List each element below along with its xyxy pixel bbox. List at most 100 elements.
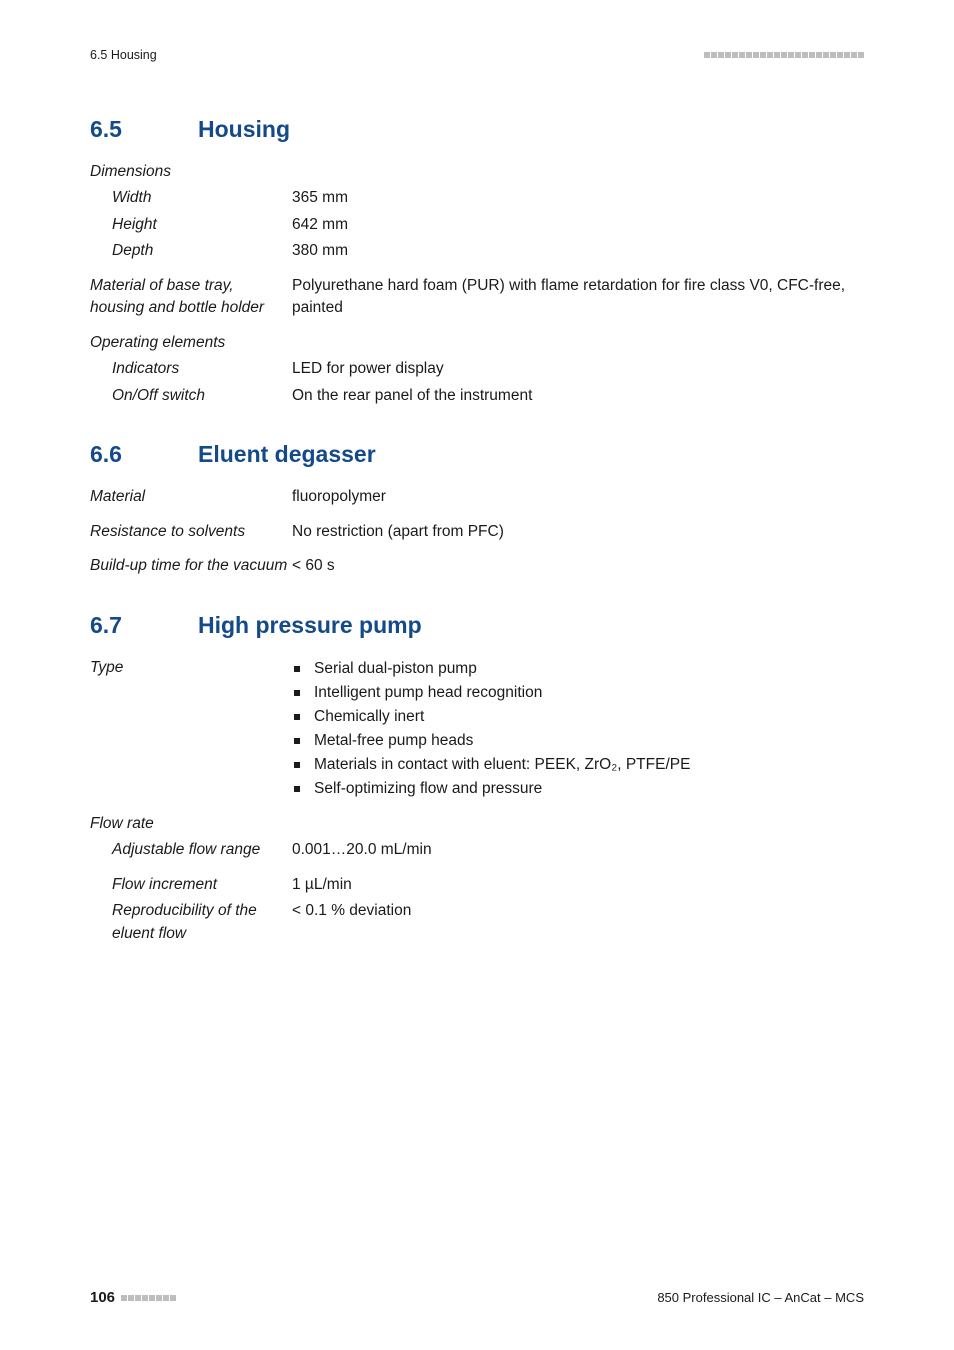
spec-row: Dimensions	[90, 161, 864, 183]
bullet-item: Intelligent pump head recognition	[292, 681, 864, 705]
decor-square	[718, 52, 724, 58]
footer-doc-title: 850 Professional IC – AnCat – MCS	[657, 1290, 864, 1305]
spec-value: fluoropolymer	[292, 486, 864, 508]
header-decor-squares	[704, 52, 864, 58]
spec-row: TypeSerial dual-piston pumpIntelligent p…	[90, 657, 864, 801]
spec-value: 0.001…20.0 mL/min	[292, 839, 864, 861]
spec-value: < 0.1 % deviation	[292, 900, 864, 922]
decor-square	[781, 52, 787, 58]
spec-value: 380 mm	[292, 240, 864, 262]
bullet-list: Serial dual-piston pumpIntelligent pump …	[292, 657, 864, 801]
decor-square	[135, 1295, 141, 1301]
spec-label: Flow rate	[90, 813, 292, 835]
decor-square	[142, 1295, 148, 1301]
spec-row: Height642 mm	[90, 214, 864, 236]
sections-container: 6.5Housing Dimensions Width365 mm Height642…	[90, 116, 864, 945]
decor-square	[732, 52, 738, 58]
spec-label: Reproducibility of the eluent flow	[90, 900, 292, 945]
decor-square	[802, 52, 808, 58]
spec-value: 1 µL/min	[292, 874, 864, 896]
spec-value: 365 mm	[292, 187, 864, 209]
bullet-item: Chemically inert	[292, 705, 864, 729]
decor-square	[121, 1295, 127, 1301]
spec-label: Material	[90, 486, 292, 508]
spec-row: Reproducibility of the eluent flow< 0.1 …	[90, 900, 864, 945]
spec-row: IndicatorsLED for power display	[90, 358, 864, 380]
section-number: 6.6	[90, 441, 198, 468]
spec-row: Build-up time for the vacuum< 60 s	[90, 555, 864, 577]
section-heading: 6.5Housing	[90, 116, 864, 143]
spec-label: Indicators	[90, 358, 292, 380]
spec-row: Depth380 mm	[90, 240, 864, 262]
bullet-item: Self-optimizing flow and pressure	[292, 777, 864, 801]
decor-square	[149, 1295, 155, 1301]
spec-value: Polyurethane hard foam (PUR) with flame …	[292, 275, 864, 320]
decor-square	[156, 1295, 162, 1301]
section-title-text: High pressure pump	[198, 612, 422, 639]
header-section-label: 6.5 Housing	[90, 48, 157, 62]
decor-square	[774, 52, 780, 58]
spec-label: Material of base tray, housing and bottl…	[90, 275, 292, 320]
bullet-item: Serial dual-piston pump	[292, 657, 864, 681]
spec-value: No restriction (apart from PFC)	[292, 521, 864, 543]
decor-square	[704, 52, 710, 58]
section-number: 6.5	[90, 116, 198, 143]
decor-square	[823, 52, 829, 58]
decor-square	[851, 52, 857, 58]
spec-label: Width	[90, 187, 292, 209]
spec-block: MaterialfluoropolymerResistance to solve…	[90, 486, 864, 577]
spec-row: Materialfluoropolymer	[90, 486, 864, 508]
spec-block: TypeSerial dual-piston pumpIntelligent p…	[90, 657, 864, 945]
decor-square	[128, 1295, 134, 1301]
spec-row: Resistance to solventsNo restriction (ap…	[90, 521, 864, 543]
spec-row: Material of base tray, housing and bottl…	[90, 275, 864, 320]
spec-row: Adjustable flow range0.001…20.0 mL/min	[90, 839, 864, 861]
section-number: 6.7	[90, 612, 198, 639]
spec-label: Depth	[90, 240, 292, 262]
spec-label: Flow increment	[90, 874, 292, 896]
decor-square	[725, 52, 731, 58]
spec-label: Dimensions	[90, 161, 292, 183]
spec-label: Resistance to solvents	[90, 521, 292, 543]
section-title-text: Housing	[198, 116, 290, 143]
decor-square	[753, 52, 759, 58]
spec-row: On/Off switchOn the rear panel of the in…	[90, 385, 864, 407]
decor-square	[739, 52, 745, 58]
decor-square	[170, 1295, 176, 1301]
decor-square	[163, 1295, 169, 1301]
spec-label: Type	[90, 657, 292, 679]
spec-value: 642 mm	[292, 214, 864, 236]
spec-label: Build-up time for the vacuum	[90, 555, 292, 577]
section-heading: 6.7High pressure pump	[90, 612, 864, 639]
spec-label: On/Off switch	[90, 385, 292, 407]
decor-square	[788, 52, 794, 58]
spec-row: Flow increment1 µL/min	[90, 874, 864, 896]
page-header: 6.5 Housing	[90, 48, 864, 62]
decor-square	[858, 52, 864, 58]
footer-left: 106	[90, 1289, 176, 1306]
spec-value: Serial dual-piston pumpIntelligent pump …	[292, 657, 864, 801]
section-heading: 6.6Eluent degasser	[90, 441, 864, 468]
spec-row: Width365 mm	[90, 187, 864, 209]
decor-square	[746, 52, 752, 58]
footer-decor-squares	[121, 1295, 176, 1301]
decor-square	[711, 52, 717, 58]
decor-square	[809, 52, 815, 58]
decor-square	[830, 52, 836, 58]
spec-label: Adjustable flow range	[90, 839, 292, 861]
spec-row: Flow rate	[90, 813, 864, 835]
section-title-text: Eluent degasser	[198, 441, 376, 468]
decor-square	[844, 52, 850, 58]
spec-label: Operating elements	[90, 332, 292, 354]
decor-square	[760, 52, 766, 58]
spec-value: On the rear panel of the instrument	[292, 385, 864, 407]
decor-square	[767, 52, 773, 58]
bullet-item: Materials in contact with eluent: PEEK, …	[292, 753, 864, 777]
spec-value: LED for power display	[292, 358, 864, 380]
spec-value: < 60 s	[292, 555, 864, 577]
spec-row: Operating elements	[90, 332, 864, 354]
page-footer: 106 850 Professional IC – AnCat – MCS	[90, 1289, 864, 1306]
footer-page-number: 106	[90, 1289, 115, 1306]
decor-square	[795, 52, 801, 58]
spec-block: Dimensions Width365 mm Height642 mm Depth38…	[90, 161, 864, 407]
